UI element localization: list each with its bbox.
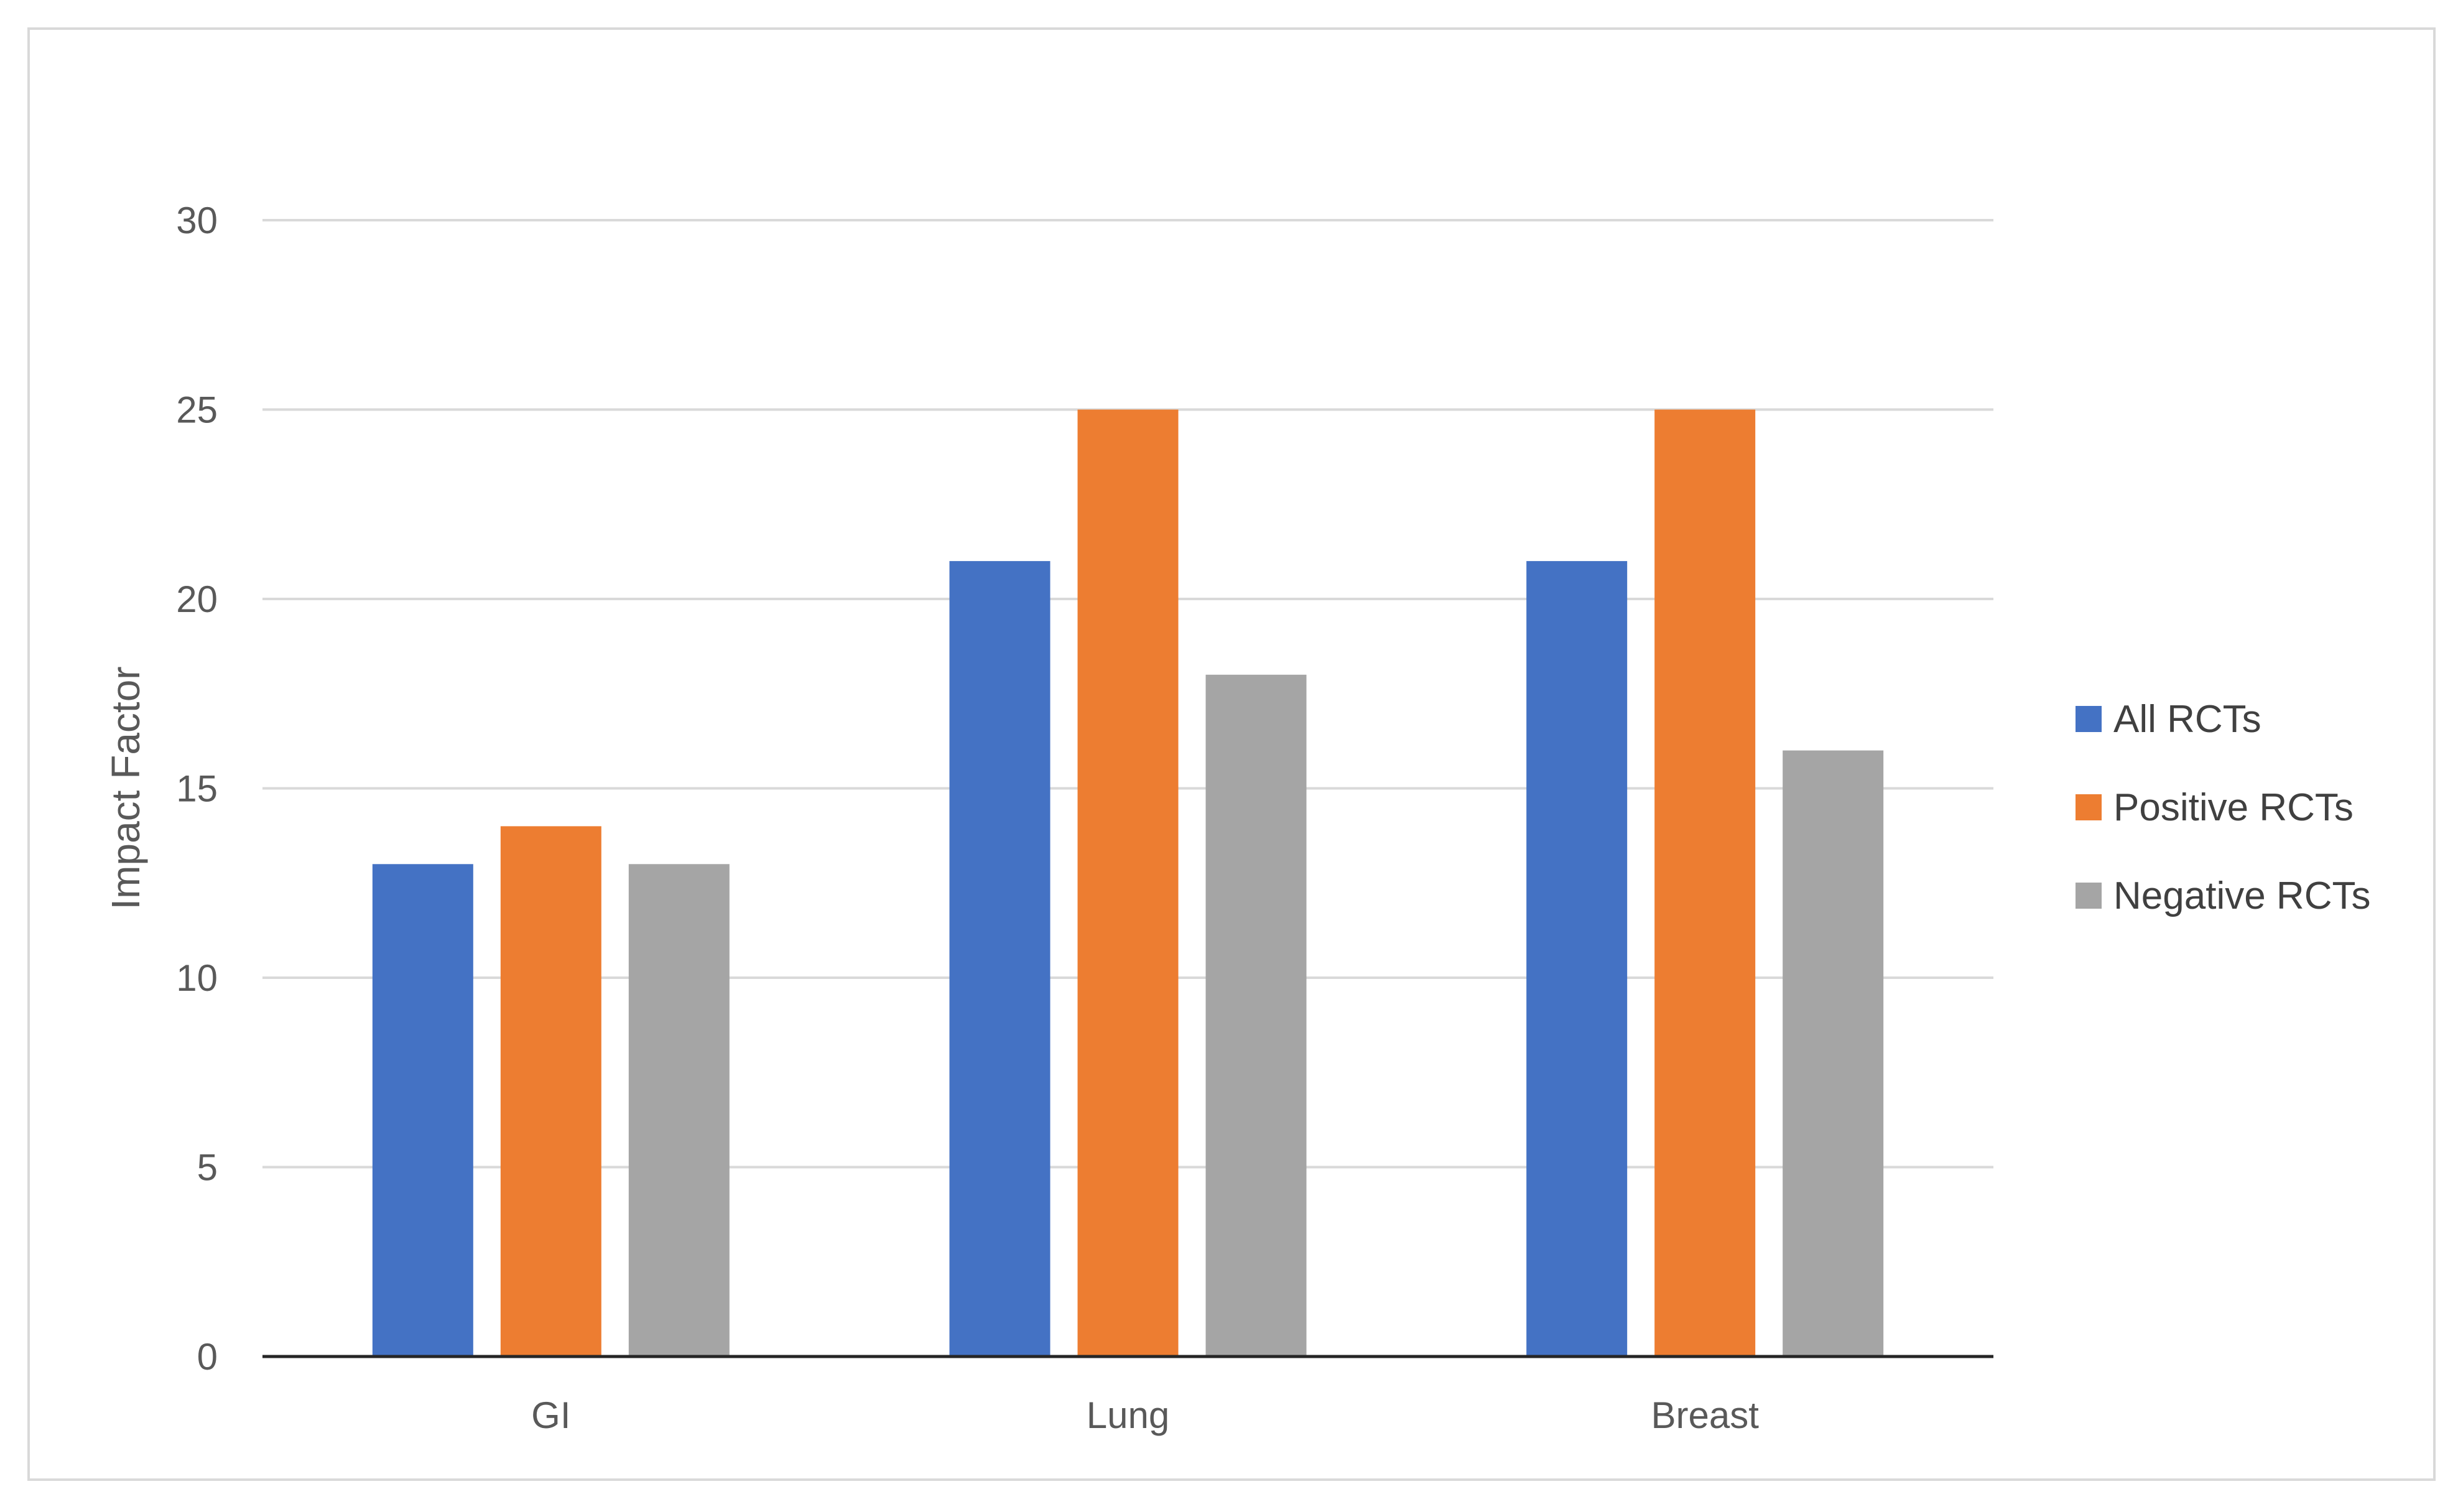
y-tick-label: 20 [176,578,218,620]
bars [372,409,1884,1357]
y-tick-label: 10 [176,957,218,999]
bar [1205,674,1307,1357]
y-tick-label: 5 [197,1147,218,1189]
legend-swatch [2076,794,2102,820]
y-tick-label: 0 [197,1336,218,1378]
bar [1077,409,1179,1357]
legend-label: Positive RCTs [2113,786,2354,829]
bar [1526,561,1628,1357]
legend: All RCTs Positive RCTs Negative RCTs [2076,698,2370,917]
x-tick-labels: GI Lung Breast [531,1394,1759,1436]
bar [372,864,473,1357]
y-tick-label: 15 [176,768,218,810]
y-axis-label: Impact Factor [103,666,148,909]
y-tick-label: 30 [176,200,218,241]
bar [628,864,730,1357]
x-tick-label: Lung [1087,1394,1169,1436]
bar [500,826,601,1357]
legend-label: All RCTs [2113,698,2261,741]
x-tick-label: Breast [1651,1394,1759,1436]
legend-label: Negative RCTs [2113,874,2370,917]
legend-swatch [2076,883,2102,909]
y-tick-label: 25 [176,389,218,431]
legend-swatch [2076,706,2102,732]
bar [949,561,1051,1357]
x-tick-label: GI [531,1394,570,1436]
y-tick-labels: 0 5 10 15 20 25 30 [176,200,218,1378]
bar [1654,409,1756,1357]
bar [1783,750,1884,1357]
